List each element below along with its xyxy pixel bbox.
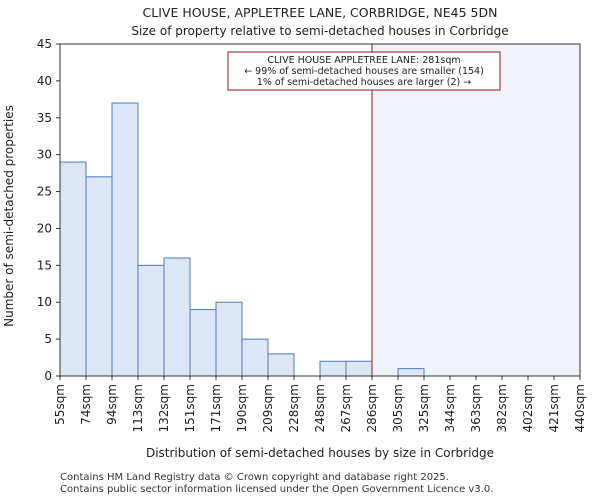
x-tick-label-171sqm: 171sqm	[209, 384, 223, 432]
chart-title-line1: CLIVE HOUSE, APPLETREE LANE, CORBRIDGE, …	[143, 5, 498, 20]
y-tick-label-45: 45	[37, 37, 52, 51]
y-tick-label-40: 40	[37, 74, 52, 88]
bar-151sqm	[189, 309, 217, 377]
x-tick-label-440sqm: 440sqm	[573, 384, 587, 432]
bar-55sqm	[59, 161, 87, 377]
footer-copyright: Contains HM Land Registry data © Crown c…	[60, 472, 449, 483]
annotation-larger: 1% of semi-detached houses are larger (2…	[257, 77, 471, 88]
y-tick-label-30: 30	[37, 148, 52, 162]
x-tick-label-421sqm: 421sqm	[547, 384, 561, 432]
x-tick-label-74sqm: 74sqm	[79, 384, 93, 425]
x-tick-label-55sqm: 55sqm	[53, 384, 67, 425]
bar-94sqm	[111, 102, 139, 377]
y-tick-label-0: 0	[44, 369, 52, 383]
x-tick-label-363sqm: 363sqm	[469, 384, 483, 432]
x-tick-label-248sqm: 248sqm	[313, 384, 327, 432]
larger-region	[372, 44, 580, 376]
x-axis-label: Distribution of semi-detached houses by …	[146, 446, 494, 460]
bar-74sqm	[85, 176, 113, 377]
bar-113sqm	[137, 264, 165, 377]
x-tick-label-228sqm: 228sqm	[287, 384, 301, 432]
footer-licence: Contains public sector information licen…	[60, 484, 494, 495]
y-tick-label-20: 20	[37, 221, 52, 235]
x-tick-label-305sqm: 305sqm	[391, 384, 405, 432]
x-tick-label-209sqm: 209sqm	[261, 384, 275, 432]
y-tick-label-15: 15	[37, 258, 52, 272]
x-tick-label-151sqm: 151sqm	[183, 384, 197, 432]
bar-171sqm	[215, 301, 243, 377]
x-tick-label-190sqm: 190sqm	[235, 384, 249, 432]
x-tick-label-132sqm: 132sqm	[157, 384, 171, 432]
annotation-smaller: ← 99% of semi-detached houses are smalle…	[244, 66, 484, 77]
x-tick-label-382sqm: 382sqm	[495, 384, 509, 432]
y-tick-label-35: 35	[37, 111, 52, 125]
bar-209sqm	[267, 353, 295, 377]
x-tick-label-286sqm: 286sqm	[365, 384, 379, 432]
x-tick-label-94sqm: 94sqm	[105, 384, 119, 425]
bar-132sqm	[163, 257, 191, 377]
x-tick-label-344sqm: 344sqm	[443, 384, 457, 432]
bar-267sqm	[345, 360, 373, 377]
x-tick-label-325sqm: 325sqm	[417, 384, 431, 432]
x-tick-label-267sqm: 267sqm	[339, 384, 353, 432]
annotation-box	[227, 51, 501, 91]
y-tick-label-5: 5	[44, 332, 52, 346]
annotation-title: CLIVE HOUSE APPLETREE LANE: 281sqm	[267, 55, 460, 66]
bar-190sqm	[241, 338, 269, 377]
x-tick-label-113sqm: 113sqm	[131, 384, 145, 432]
bar-248sqm	[319, 360, 347, 377]
x-tick-label-402sqm: 402sqm	[521, 384, 535, 432]
chart-title-line2: Size of property relative to semi-detach…	[131, 24, 508, 38]
y-tick-label-10: 10	[37, 295, 52, 309]
y-tick-label-25: 25	[37, 185, 52, 199]
bar-305sqm	[397, 368, 425, 377]
y-axis-label: Number of semi-detached properties	[2, 105, 16, 327]
